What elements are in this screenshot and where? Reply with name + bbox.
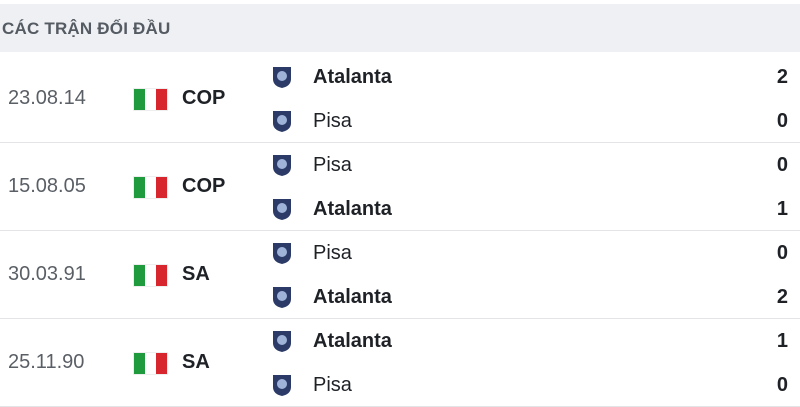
match-row: 25.11.90 SA Atalanta 1 Pisa 0 xyxy=(0,319,800,407)
team-logo xyxy=(271,153,293,177)
competition: COP xyxy=(182,87,226,109)
team-row: Atalanta 2 xyxy=(268,275,798,319)
flag xyxy=(133,88,168,111)
competition: COP xyxy=(182,175,226,197)
match-row: 15.08.05 COP Pisa 0 Atalanta 1 xyxy=(0,143,800,231)
team-name: Atalanta xyxy=(313,66,392,88)
flag xyxy=(133,352,168,375)
team-logo xyxy=(271,285,293,309)
flag xyxy=(133,264,168,287)
match-row: 30.03.91 SA Pisa 0 Atalanta 2 xyxy=(0,231,800,319)
match-date: 30.03.91 xyxy=(8,263,86,285)
team-score: 2 xyxy=(776,66,788,88)
match-row: 23.08.14 COP Atalanta 2 Pisa 0 xyxy=(0,55,800,143)
match-date: 15.08.05 xyxy=(8,175,86,197)
team-name: Atalanta xyxy=(313,286,392,308)
header: CÁC TRẬN ĐỐI ĐẦU xyxy=(0,4,800,52)
team-score: 0 xyxy=(776,374,788,396)
team-logo xyxy=(271,373,293,397)
competition: SA xyxy=(182,351,210,373)
team-row: Pisa 0 xyxy=(268,99,798,143)
team-score: 1 xyxy=(776,330,788,352)
team-name: Pisa xyxy=(313,242,352,264)
team-row: Atalanta 1 xyxy=(268,319,798,363)
team-name: Pisa xyxy=(313,110,352,132)
team-row: Pisa 0 xyxy=(268,231,798,275)
competition: SA xyxy=(182,263,210,285)
team-logo xyxy=(271,197,293,221)
team-score: 0 xyxy=(776,242,788,264)
flag xyxy=(133,176,168,199)
match-date: 23.08.14 xyxy=(8,87,86,109)
team-logo xyxy=(271,109,293,133)
team-score: 0 xyxy=(776,154,788,176)
team-logo xyxy=(271,65,293,89)
team-row: Pisa 0 xyxy=(268,363,798,407)
header-title: CÁC TRẬN ĐỐI ĐẦU xyxy=(2,19,171,38)
team-logo xyxy=(271,329,293,353)
team-name: Atalanta xyxy=(313,198,392,220)
team-name: Pisa xyxy=(313,374,352,396)
team-logo xyxy=(271,241,293,265)
team-name: Pisa xyxy=(313,154,352,176)
team-score: 0 xyxy=(776,110,788,132)
team-row: Pisa 0 xyxy=(268,143,798,187)
match-date: 25.11.90 xyxy=(8,351,85,373)
team-score: 1 xyxy=(776,198,788,220)
team-row: Atalanta 1 xyxy=(268,187,798,231)
team-score: 2 xyxy=(776,286,788,308)
team-row: Atalanta 2 xyxy=(268,55,798,99)
team-name: Atalanta xyxy=(313,330,392,352)
